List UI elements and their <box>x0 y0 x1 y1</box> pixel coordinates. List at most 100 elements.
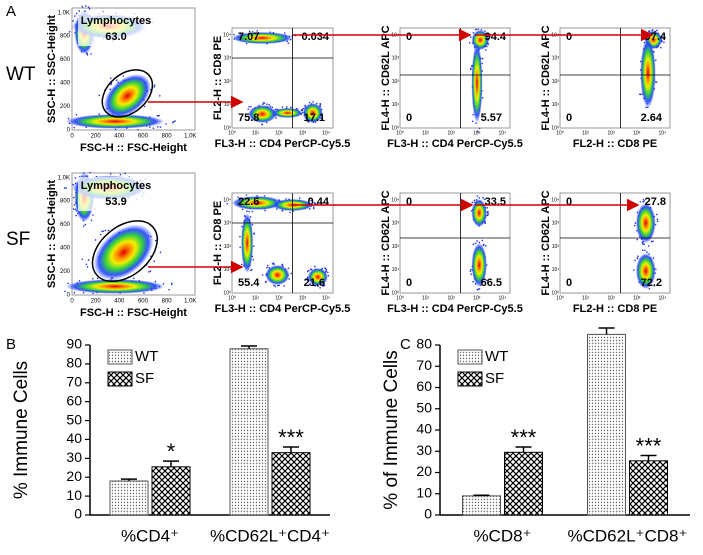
event-dot <box>478 241 481 244</box>
quadrant-value: 66.5 <box>481 277 502 289</box>
x-tick-label: 10¹ <box>422 295 430 301</box>
event-dot <box>119 173 122 176</box>
event-dot <box>660 46 662 49</box>
event-dot <box>114 128 117 131</box>
event-dot <box>122 75 125 77</box>
event-dot <box>156 114 159 117</box>
event-dot <box>646 251 648 253</box>
y-tick-label: 600 <box>60 57 71 63</box>
event-dot <box>148 271 150 273</box>
y-tick-label: 20 <box>416 463 432 479</box>
x-tick-label: 10¹ <box>422 130 430 136</box>
y-tick-label: 0 <box>74 506 82 522</box>
y-tick-label: 10⁰ <box>551 125 559 131</box>
event-dot <box>468 41 471 44</box>
x-tick-label: 10⁰ <box>556 130 564 136</box>
event-dot <box>158 114 160 117</box>
event-dot <box>75 12 78 15</box>
event-dot <box>85 5 87 7</box>
event-dot <box>252 259 255 261</box>
event-dot <box>325 268 328 271</box>
x-tick-label: 10³ <box>473 295 481 301</box>
event-dot <box>478 288 481 290</box>
event-dot <box>81 258 84 260</box>
event-dot <box>655 213 658 216</box>
x-tick-label: 10³ <box>299 130 307 136</box>
y-tick-label: 60 <box>416 378 432 394</box>
panel-label: B <box>6 336 16 353</box>
y-tick-label: 10³ <box>224 56 232 62</box>
event-dot <box>165 123 167 125</box>
x-axis-label: FSC-H :: FSC-Height <box>80 142 187 154</box>
bar <box>504 451 543 516</box>
event-dot <box>245 113 247 115</box>
y-tick-label: 0 <box>67 128 71 134</box>
x-tick-label: %CD8⁺ <box>473 526 531 545</box>
bar <box>151 466 191 516</box>
x-tick-label: 800 <box>162 134 173 140</box>
event-dot <box>471 120 474 123</box>
event-dot <box>101 230 103 233</box>
scatter-plot: Lymphocytes 53.9 00 200 200 400 400 600 600 800 80… <box>46 171 196 319</box>
x-axis-label: FL3-H :: CD4 PerCP-Cy5.5 <box>387 303 523 315</box>
quadrant-value: 0.44 <box>308 196 330 208</box>
error-bar <box>283 446 299 453</box>
event-dot <box>486 210 489 213</box>
event-dot <box>283 32 286 34</box>
y-tick-label: 800 <box>60 199 71 205</box>
y-tick-label: 10¹ <box>224 102 232 108</box>
event-dot <box>149 270 152 272</box>
bar <box>109 480 149 516</box>
x-tick-label: %CD62L⁺CD8⁺ <box>568 526 688 545</box>
density-cloud <box>241 213 254 273</box>
event-dot <box>655 81 658 84</box>
legend-swatch <box>107 371 133 387</box>
event-dot <box>94 239 97 241</box>
legend-swatch <box>457 371 483 387</box>
error-bar <box>515 446 532 453</box>
event-dot <box>84 223 87 226</box>
error-bar <box>473 494 490 496</box>
quadrant-value: 0 <box>566 112 572 124</box>
event-dot <box>290 272 293 275</box>
x-tick-label: 600 <box>138 134 149 140</box>
y-tick-label: 10 <box>416 484 432 500</box>
event-dot <box>486 207 489 209</box>
x-tick-label: 200 <box>91 299 102 305</box>
event-dot <box>246 210 248 213</box>
x-axis-label: FSC-H :: FSC-Height <box>80 307 187 319</box>
event-dot <box>476 131 479 133</box>
event-dot <box>233 33 235 36</box>
event-dot <box>82 291 85 294</box>
quadrant-value: 0 <box>406 196 412 208</box>
event-dot <box>248 105 250 108</box>
x-tick-label: 10² <box>608 130 616 136</box>
event-dot <box>152 127 155 129</box>
bar <box>629 460 668 516</box>
event-dot <box>87 6 90 8</box>
density-cloud <box>232 196 283 210</box>
y-tick-label: 10 <box>66 487 82 503</box>
y-tick-label: 0 <box>424 506 432 522</box>
event-dot <box>643 200 646 202</box>
event-dot <box>98 113 101 115</box>
y-tick-label: 90 <box>66 336 82 352</box>
event-dot <box>477 28 480 31</box>
x-tick-label: 10² <box>448 295 456 301</box>
event-dot <box>642 243 644 245</box>
event-dot <box>470 68 472 71</box>
event-dot <box>275 108 277 110</box>
significance-label: * <box>167 439 176 464</box>
event-dot <box>472 32 475 34</box>
density-cloud <box>93 224 154 281</box>
bar <box>462 495 501 516</box>
bar-chart: C 0 10 20 30 40 50 60 70 80 % of Immune Cells %CD8⁺… <box>381 327 690 545</box>
event-dot <box>289 211 291 214</box>
event-dot <box>286 106 288 108</box>
y-tick-label: 0 <box>67 293 71 299</box>
event-dot <box>312 101 314 103</box>
quadrant-value: 0 <box>566 196 572 208</box>
y-axis-label: % Immune Cells <box>11 361 32 499</box>
event-dot <box>75 214 78 217</box>
gate-label-box <box>78 12 154 46</box>
